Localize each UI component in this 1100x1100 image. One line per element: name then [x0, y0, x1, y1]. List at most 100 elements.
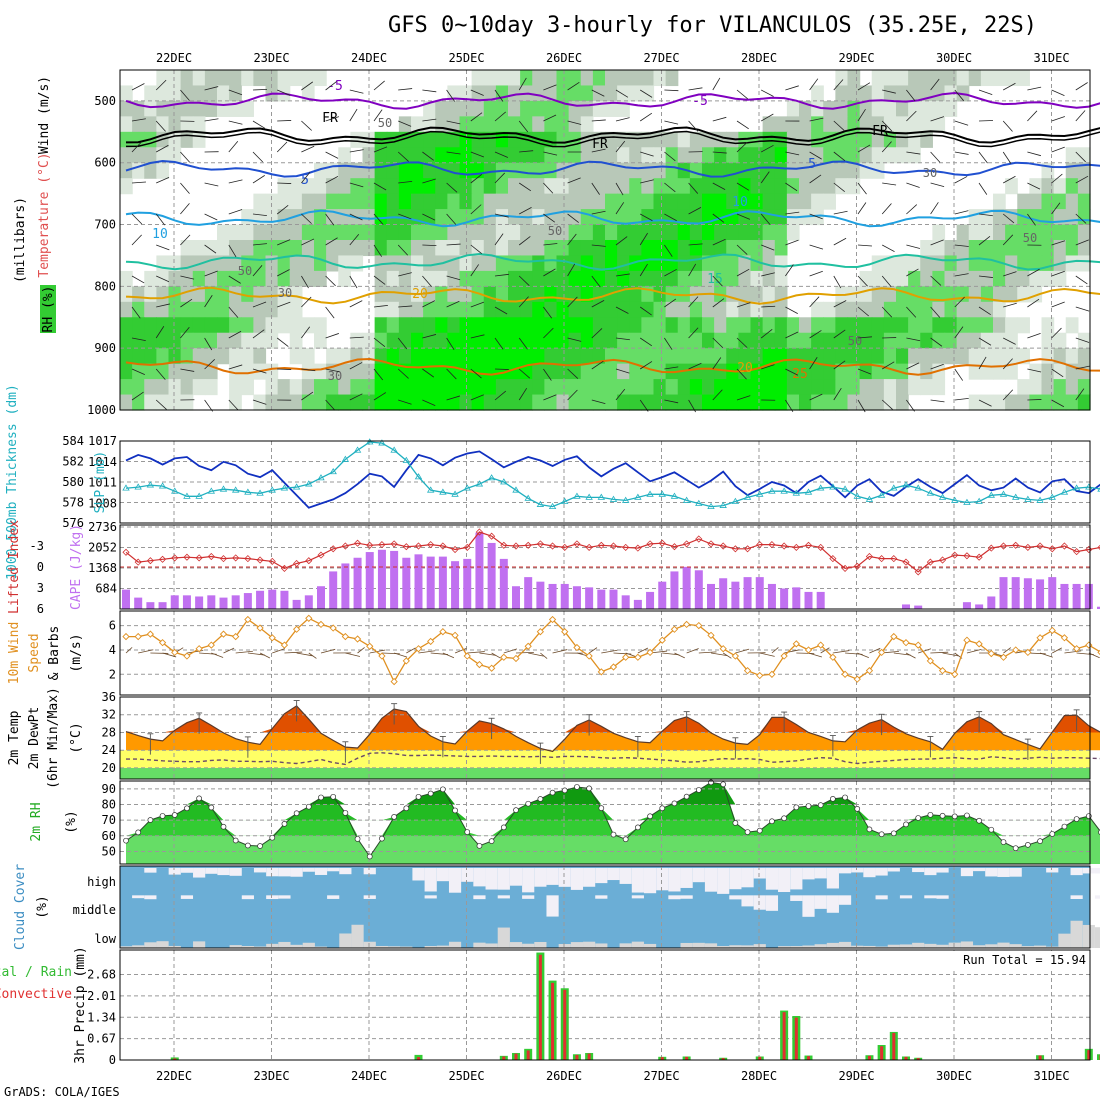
wind-barb [422, 89, 437, 93]
rh-cell [702, 147, 715, 164]
rh-marker [781, 815, 787, 822]
wind-barb [470, 89, 484, 96]
rh-cell [447, 193, 461, 210]
rh-marker [159, 813, 166, 819]
rh-cell [896, 286, 909, 303]
wind-barb [373, 392, 387, 401]
rh-cell [168, 116, 182, 133]
rh-cell [168, 379, 182, 396]
middle-cloud-bar [363, 895, 376, 899]
rh-cell [338, 178, 351, 195]
rh-cell [568, 70, 582, 87]
rh-cell [289, 379, 303, 396]
wind-barb [736, 142, 748, 153]
rh-cell [617, 301, 630, 318]
cape-bar [1072, 583, 1081, 609]
convective-bar [685, 1056, 689, 1060]
rh-cell [920, 255, 933, 272]
rh-cell [908, 301, 921, 318]
rh-cell [835, 178, 849, 195]
rh-cell [871, 100, 885, 117]
rh-marker [281, 821, 288, 827]
rh-cell [1065, 193, 1079, 210]
wind-barb [833, 300, 847, 308]
rh-cell [993, 301, 1006, 318]
cape-bar [707, 583, 715, 609]
rh-cell [956, 301, 970, 318]
rh-cell [968, 270, 982, 287]
high-cloud-bar [509, 868, 523, 886]
wind-marker [792, 640, 800, 648]
rh-marker [232, 837, 239, 844]
low-cloud-bar [729, 945, 742, 948]
rh-cell [871, 332, 885, 349]
rh-cell [495, 301, 509, 318]
rh-cell [677, 348, 691, 365]
wind-marker [938, 667, 947, 675]
wind-marker [609, 663, 618, 671]
rh-marker [915, 815, 922, 821]
wind-barb [833, 182, 845, 193]
wind-marker [256, 624, 264, 632]
isotherm-line [125, 159, 1100, 178]
wind-barb [954, 368, 964, 381]
rh-cell [871, 379, 885, 396]
wind-barb [736, 244, 748, 255]
rh-cell [435, 301, 448, 318]
rh-cell [811, 379, 824, 396]
rh-cell [1041, 255, 1055, 272]
low-cloud-bar [948, 942, 961, 948]
bottom-date-label: 27DEC [643, 1069, 679, 1083]
rh-cell [435, 332, 448, 349]
rh-cell [471, 317, 485, 334]
rh-cell [144, 332, 157, 349]
wind-barb [881, 399, 893, 410]
rh-marker [695, 787, 702, 793]
rh-cell [350, 363, 364, 380]
rh-cell [629, 240, 642, 257]
rh-cell [968, 348, 982, 365]
rh-marker [476, 842, 483, 849]
wind-barb [760, 329, 773, 339]
thickness-marker [573, 492, 581, 499]
rh-cell [968, 363, 982, 380]
rh-cell [871, 85, 885, 102]
rh-marker [635, 824, 641, 831]
wind-barb [277, 239, 291, 246]
rh-marker [464, 829, 471, 835]
rh-cell [896, 131, 909, 148]
rh-cell [750, 224, 764, 241]
rh-cell [204, 85, 218, 102]
wind-barb [543, 243, 558, 246]
high-cloud-bar [522, 868, 535, 893]
rh-cell [653, 379, 667, 396]
rh-cell [750, 178, 764, 195]
rh-cell [520, 116, 533, 133]
wind-barb [796, 652, 815, 654]
wind-barb [1075, 365, 1090, 370]
wind-barb [125, 647, 133, 654]
footer-credit: GrADS: COLA/IGES [4, 1085, 120, 1099]
rh-cell [738, 394, 752, 411]
rh-cell [932, 85, 946, 102]
low-cloud-bar [680, 942, 693, 948]
rh-cell [993, 70, 1006, 87]
rh-cell [580, 317, 594, 334]
high-cloud-bar [497, 868, 510, 890]
wind-marker [804, 646, 813, 654]
rh-cell [411, 178, 424, 195]
wind-barb [373, 109, 383, 122]
rh-cell [847, 131, 861, 148]
rh-cell [980, 270, 994, 287]
wind-barb [954, 326, 964, 339]
rh-cell [750, 301, 764, 318]
rh-cell [568, 348, 582, 365]
li-marker [427, 541, 435, 549]
rh-cell [192, 379, 206, 396]
wind-marker [232, 632, 240, 641]
rh-cell [859, 348, 873, 365]
rh-cell [483, 70, 497, 87]
rh-cell [495, 131, 509, 148]
rh-cell [617, 178, 630, 195]
low-cloud-bar [583, 941, 596, 948]
